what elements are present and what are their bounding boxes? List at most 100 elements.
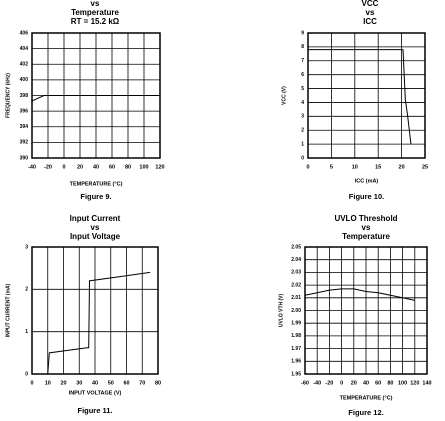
x-tick-label: 15 [375,164,381,170]
x-axis-label: TEMPERATURE (°C) [70,181,123,187]
y-tick-label: 2.02 [291,282,301,288]
y-tick-label: 5 [301,86,304,92]
y-tick-label: 394 [20,124,29,130]
x-tick-label: -40 [28,164,36,170]
x-tick-label: -60 [301,380,309,386]
chart-title: vs [366,8,375,17]
x-tick-label: 25 [422,164,428,170]
x-tick-label: -20 [325,380,333,386]
chart-title: Temperature [71,8,119,17]
y-tick-label: 1.99 [291,321,301,327]
chart-title: RT = 15.2 kΩ [71,17,120,26]
figure-caption: Figure 10. [349,192,384,201]
figure-caption: Figure 11. [77,406,112,415]
y-axis-label: UVLO VTH (V) [278,294,284,328]
y-tick-label: 406 [20,30,29,36]
x-tick-label: 40 [93,164,99,170]
x-tick-label: 80 [387,380,393,386]
y-tick-label: 2.05 [291,244,301,250]
x-tick-label: 50 [108,380,114,386]
y-tick-label: 402 [20,62,29,68]
y-axis-label: FREQUENCY (kHz) [5,73,11,118]
x-tick-label: 5 [330,164,333,170]
x-tick-label: 20 [399,164,405,170]
data-line [304,288,415,301]
x-tick-label: 60 [123,380,129,386]
y-tick-label: 0 [301,155,304,161]
y-tick-label: 0 [25,371,28,377]
figure-caption: Figure 12. [348,408,383,417]
chart-title: vs [91,0,100,8]
y-tick-label: 400 [20,77,29,83]
x-tick-label: 20 [77,164,83,170]
y-tick-label: 2.01 [291,295,301,301]
x-tick-label: 100 [139,164,148,170]
chart-title: Input Current [70,214,121,223]
chart-title: vs [362,223,371,232]
plot-frame [31,246,159,375]
plot-frame [307,32,426,159]
y-tick-label: 8 [301,44,304,50]
y-tick-label: 404 [20,46,29,52]
y-tick-label: 390 [20,155,29,161]
y-tick-label: 4 [301,100,304,106]
chart-title: Input Voltage [70,232,121,241]
y-tick-label: 2.03 [291,270,301,276]
x-tick-label: 40 [92,380,98,386]
y-tick-label: 9 [301,30,304,36]
x-tick-label: 100 [398,380,407,386]
y-tick-label: 3 [25,244,28,250]
plot-frame [304,246,428,375]
y-tick-label: 396 [20,108,29,114]
data-line [47,271,151,375]
x-axis-label: INPUT VOLTAGE (V) [69,390,122,396]
y-tick-label: 1.96 [291,359,301,365]
x-tick-label: 0 [340,380,343,386]
x-tick-label: 140 [422,380,431,386]
y-tick-label: 1.97 [291,346,301,352]
y-tick-label: 1 [301,141,304,147]
x-tick-label: 70 [139,380,145,386]
x-axis-label: TEMPERATURE (°C) [340,395,393,401]
x-tick-label: 0 [306,164,309,170]
x-tick-label: 60 [375,380,381,386]
chart-title: vs [91,223,100,232]
y-tick-label: 1.95 [291,371,301,377]
chart-title: ICC [363,17,377,26]
x-tick-label: 10 [45,380,51,386]
chart-title: UVLO Threshold [334,214,397,223]
y-tick-label: 2 [25,287,28,293]
y-tick-label: 2 [301,128,304,134]
x-tick-label: 30 [76,380,82,386]
x-tick-label: -40 [313,380,321,386]
y-tick-label: 2.04 [291,257,301,263]
x-tick-label: 20 [351,380,357,386]
figure-caption: Figure 9. [80,192,111,201]
y-tick-label: 1.98 [291,333,301,339]
y-axis-label: VCC (V) [281,86,287,105]
y-axis-label: INPUT CURRENT (mA) [5,283,11,337]
y-tick-label: 2.00 [291,308,301,314]
chart-title: Temperature [342,232,390,241]
x-tick-label: 80 [125,164,131,170]
x-tick-label: 60 [109,164,115,170]
x-tick-label: 0 [62,164,65,170]
x-tick-label: 120 [155,164,164,170]
y-tick-label: 392 [20,140,29,146]
x-tick-label: 40 [363,380,369,386]
x-tick-label: 20 [60,380,66,386]
x-axis-label: ICC (mA) [355,178,379,184]
x-tick-label: 120 [410,380,419,386]
y-tick-label: 1 [25,329,28,335]
x-tick-label: 80 [155,380,161,386]
chart-title: VCC [362,0,379,8]
x-tick-label: 0 [30,380,33,386]
data-line [31,95,160,102]
x-tick-label: 10 [352,164,358,170]
x-tick-label: -20 [44,164,52,170]
